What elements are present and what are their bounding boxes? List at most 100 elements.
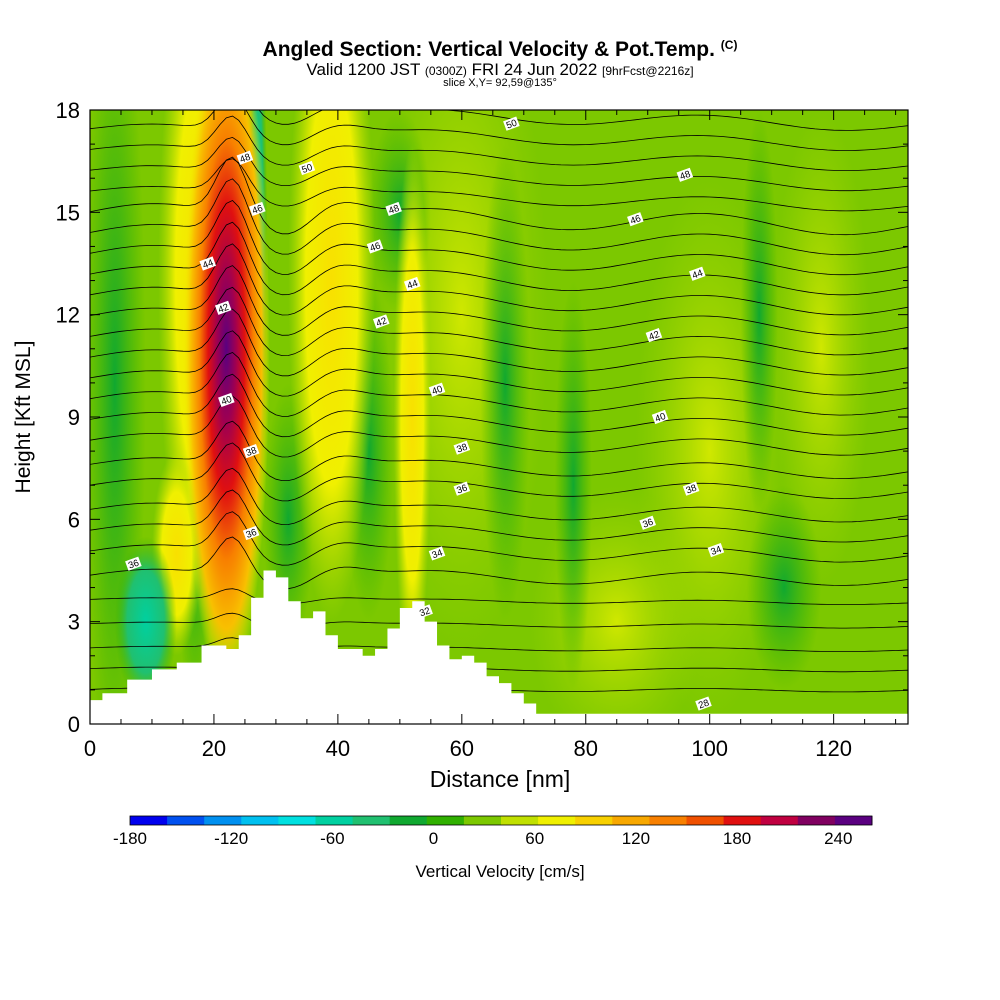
contour-label-bg — [428, 382, 446, 397]
valid-time: Valid 1200 JST — [306, 60, 421, 79]
contour-labels: 36 48 50 46 44 42 40 38 36 50 48 46 44 42 40 38 36 34 32 48… — [125, 116, 725, 711]
terrain-fill — [90, 570, 908, 724]
contour-label-16: 36 — [453, 481, 471, 497]
contour-label-text: 48 — [678, 169, 692, 183]
colorbar-swatch-18 — [797, 816, 836, 825]
contour-label-bg — [242, 444, 260, 459]
contour-label-12: 44 — [403, 276, 421, 292]
contour-label-bg — [236, 150, 254, 165]
contour-line-19 — [90, 221, 908, 296]
colorbar-swatch-13 — [612, 816, 650, 825]
y-tick-label: 3 — [68, 610, 80, 635]
contour-label-text: 44 — [406, 278, 420, 292]
contour-label-text: 42 — [375, 315, 389, 329]
contour-label-9: 50 — [503, 116, 520, 132]
contour-label-10: 48 — [385, 201, 402, 217]
contour-label-2: 50 — [298, 160, 316, 176]
contour-label-text: 36 — [641, 517, 655, 531]
colorbar-tick-label: -180 — [113, 829, 147, 848]
contour-line-6 — [90, 511, 908, 566]
chart-subtitle: Valid 1200 JST (0300Z) FRI 24 Jun 2022 [… — [0, 60, 1000, 80]
contour-label-bg — [503, 116, 520, 131]
colorbar-swatch-16 — [723, 816, 762, 825]
velocity-cell-6 — [480, 144, 530, 622]
contour-label-text: 28 — [697, 697, 711, 711]
contour-line-8 — [90, 467, 908, 526]
contour-label-bg — [125, 556, 142, 571]
contour-label-bg — [689, 266, 706, 281]
x-tick-label: 40 — [326, 736, 350, 761]
contour-label-text: 38 — [455, 442, 469, 456]
contour-label-3: 46 — [249, 201, 266, 217]
y-tick-label: 18 — [56, 98, 80, 123]
colorbar-swatch-8 — [426, 816, 465, 825]
colorbar-swatch-11 — [538, 816, 576, 825]
contour-label-text: 48 — [238, 152, 252, 166]
contour-line-4 — [90, 588, 908, 605]
contour-label-bg — [416, 604, 433, 619]
contour-label-17: 34 — [428, 546, 446, 561]
contour-line-12 — [90, 373, 908, 438]
contour-label-text: 44 — [201, 257, 215, 271]
velocity-cell-15 — [393, 144, 431, 690]
contour-label-bg — [645, 328, 663, 343]
contour-line-3 — [90, 612, 908, 629]
contour-line-13 — [90, 352, 908, 417]
slice-info: slice X,Y= 92,59@135° — [443, 77, 557, 89]
contour-line-24 — [90, 136, 908, 192]
contour-label-24: 38 — [682, 481, 700, 497]
contour-line-16 — [90, 286, 908, 357]
contour-label-26: 34 — [707, 542, 725, 558]
colorbar-tick-label: 120 — [622, 829, 650, 848]
contour-label-bg — [695, 696, 712, 711]
colorbar-swatch-3 — [241, 816, 279, 825]
colorbar: -180 -120 -60 0 60 120 180 240 — [113, 815, 873, 848]
contour-label-text: 46 — [629, 213, 643, 227]
contour-label-11: 46 — [366, 239, 384, 254]
contour-label-text: 44 — [691, 268, 705, 282]
colorbar-swatch-6 — [352, 816, 391, 825]
contour-label-text: 34 — [431, 547, 445, 561]
contour-label-5: 42 — [214, 300, 232, 316]
pot-temp-contours — [90, 110, 908, 694]
colorbar-tick-label: -120 — [214, 829, 248, 848]
contour-label-1: 48 — [236, 150, 254, 166]
contour-label-bg — [453, 440, 471, 455]
contour-label-21: 44 — [689, 266, 706, 282]
contour-label-text: 50 — [505, 118, 519, 132]
y-tick-label: 0 — [68, 712, 80, 737]
x-tick-label: 0 — [84, 736, 96, 761]
velocity-cell-7 — [554, 280, 592, 690]
contour-line-26 — [90, 110, 908, 151]
y-tick-label: 15 — [56, 200, 80, 225]
contour-line-23 — [90, 158, 908, 212]
contour-label-text: 38 — [245, 445, 259, 459]
chart-title: Angled Section: Vertical Velocity & Pot.… — [0, 38, 1000, 62]
contour-label-4: 44 — [199, 256, 217, 271]
colorbar-swatch-10 — [501, 816, 539, 825]
colorbar-label: Vertical Velocity [cm/s] — [415, 862, 585, 881]
contour-label-23: 40 — [651, 409, 669, 425]
colorbar-tick-label: 60 — [525, 829, 544, 848]
valid-date: FRI 24 Jun 2022 — [471, 60, 598, 79]
colorbar-tick-label: 180 — [723, 829, 751, 848]
contour-label-text: 36 — [127, 558, 141, 572]
contour-label-bg — [298, 160, 316, 176]
x-tick-label: 20 — [202, 736, 226, 761]
contour-label-bg — [676, 167, 694, 182]
colorbar-tick-label: -60 — [320, 829, 345, 848]
contour-line-21 — [90, 178, 908, 256]
contour-label-bg — [651, 409, 669, 425]
contour-label-text: 42 — [217, 302, 231, 316]
x-axis-label: Distance [nm] — [429, 766, 571, 792]
x-tick-label: 100 — [691, 736, 728, 761]
contour-label-text: 34 — [709, 544, 723, 558]
y-tick-label: 6 — [68, 507, 80, 532]
y-axis-label: Height [Kft MSL] — [12, 340, 35, 494]
contour-label-bg — [403, 276, 421, 292]
contour-label-27: 28 — [695, 696, 712, 711]
contour-label-bg — [453, 481, 471, 496]
colorbar-swatch-19 — [834, 816, 873, 825]
